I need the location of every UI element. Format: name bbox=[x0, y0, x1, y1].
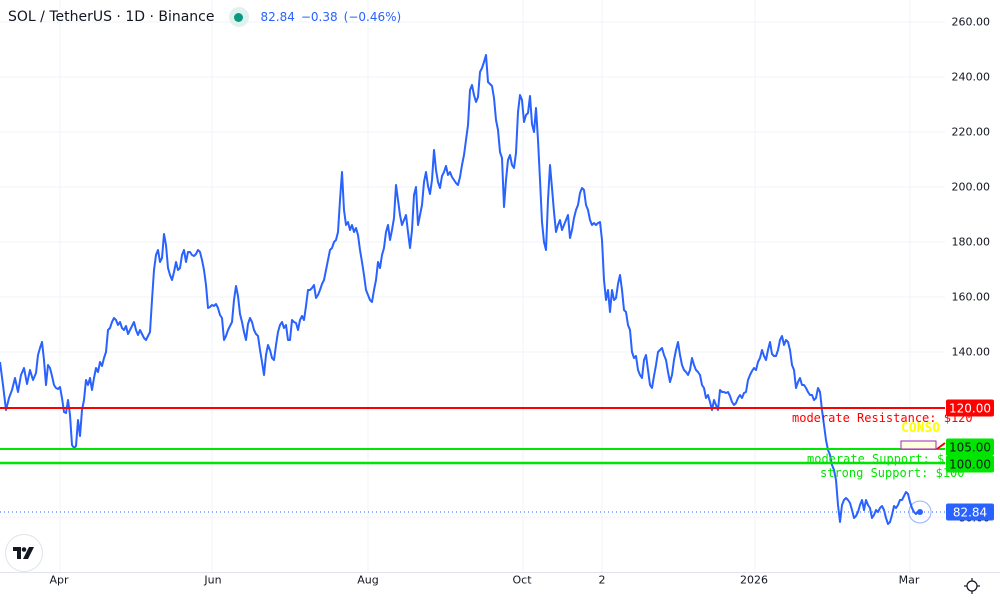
conso-label: CONSO bbox=[901, 421, 941, 436]
gear-icon[interactable] bbox=[963, 577, 981, 595]
price-axis-label: 200.00 bbox=[951, 180, 991, 194]
strong-support-label: strong Support: $100 bbox=[820, 466, 965, 480]
price-change: −0.38 bbox=[300, 10, 338, 24]
conso-arrow bbox=[936, 442, 946, 450]
last-price: 82.84 bbox=[260, 10, 295, 24]
last-price-tag[interactable]: 82.84 bbox=[946, 503, 994, 521]
price-axis-label: 160.00 bbox=[951, 290, 991, 304]
moderate-support-price-tag[interactable]: 105.00 bbox=[946, 438, 994, 456]
price-axis-label: 140.00 bbox=[951, 345, 991, 359]
time-axis-label: Jun bbox=[204, 573, 222, 587]
horizontal-grid bbox=[0, 21, 945, 518]
price-line bbox=[0, 54, 921, 525]
moderate-support-label: moderate Support: $105 bbox=[807, 452, 966, 466]
last-point-marker bbox=[917, 509, 923, 515]
symbol-legend[interactable]: SOL / TetherUS · 1D · Binance 82.84 −0.38… bbox=[8, 6, 407, 28]
price-axis-label: 240.00 bbox=[951, 70, 991, 84]
market-open-dot bbox=[234, 12, 243, 22]
market-status-icon[interactable] bbox=[228, 7, 249, 27]
symbol-title[interactable]: SOL / TetherUS · 1D · Binance bbox=[8, 9, 215, 25]
resistance-label: moderate Resistance: $120 bbox=[792, 411, 973, 425]
time-axis-label: 2 bbox=[598, 573, 606, 587]
time-axis-label: Apr bbox=[49, 573, 69, 587]
resistance-price-tag[interactable]: 120.00 bbox=[946, 399, 994, 417]
time-axis-label: 2026 bbox=[740, 573, 768, 587]
vertical-grid bbox=[59, 0, 911, 572]
tradingview-logo-icon[interactable] bbox=[5, 534, 43, 572]
price-info: 82.84 −0.38 (−0.46%) bbox=[261, 10, 408, 24]
price-axis-label: 260.00 bbox=[951, 15, 991, 29]
price-axis-label: 180.00 bbox=[951, 235, 991, 249]
last-point-halo bbox=[908, 500, 932, 524]
strong-support-price-tag[interactable]: 100.00 bbox=[946, 455, 994, 473]
time-axis-label: Aug bbox=[357, 573, 379, 587]
time-axis-label: Oct bbox=[512, 573, 532, 587]
conso-box[interactable] bbox=[900, 440, 937, 450]
time-axis-border bbox=[0, 572, 1000, 573]
tv-logo-glyph bbox=[13, 547, 34, 559]
price-change-pct: (−0.46%) bbox=[343, 10, 402, 24]
time-axis-label: Mar bbox=[898, 573, 920, 587]
price-axis-label: 220.00 bbox=[951, 125, 991, 139]
